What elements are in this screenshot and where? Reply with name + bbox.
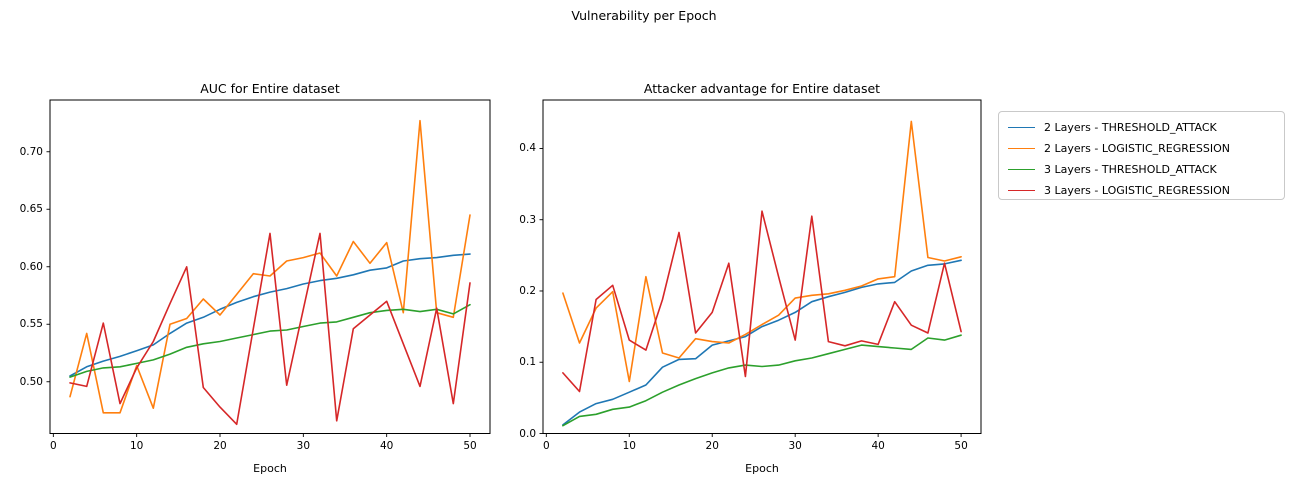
right-line-2-layers-threshold-attack <box>562 259 962 426</box>
right-x-tick-label: 0 <box>542 440 550 452</box>
left-y-tick-label: 0.50 <box>19 375 43 388</box>
left-y-tick-label: 0.65 <box>19 203 43 216</box>
left-line-3-layers-logistic-regression <box>69 232 471 426</box>
left-x-tick-label: 30 <box>296 440 311 452</box>
figure-suptitle: Vulnerability per Epoch <box>571 8 717 23</box>
left-y-tick-label: 0.60 <box>19 260 43 273</box>
right-y-tick-label: 0.3 <box>519 213 536 226</box>
right-x-tick-label: 10 <box>622 440 636 452</box>
right-y-tick-label: 0.0 <box>519 427 536 440</box>
left-x-tick-label: 0 <box>49 440 57 452</box>
left-x-tick-label: 40 <box>379 440 394 452</box>
legend-line-sample <box>1008 189 1035 192</box>
right-x-tick-label: 30 <box>788 440 802 452</box>
left-y-tick-label: 0.55 <box>19 318 43 331</box>
right-chart-xlabel: Epoch <box>745 462 779 475</box>
legend-line-sample <box>1008 126 1035 129</box>
right-line-3-layers-threshold-attack <box>562 334 962 427</box>
right-y-tick-label: 0.1 <box>519 356 536 369</box>
legend-entry: 2 Layers - LOGISTIC_REGRESSION <box>1008 138 1276 159</box>
left-chart-xlabel: Epoch <box>253 462 287 475</box>
legend-entry-label: 2 Layers - THRESHOLD_ATTACK <box>1044 121 1217 134</box>
right-x-tick-label: 50 <box>954 440 968 452</box>
right-x-tick-label: 40 <box>871 440 885 452</box>
right-y-tick-label: 0.4 <box>519 142 536 155</box>
legend-entry-label: 2 Layers - LOGISTIC_REGRESSION <box>1044 142 1230 155</box>
legend-entry: 2 Layers - THRESHOLD_ATTACK <box>1008 117 1276 138</box>
left-x-tick-label: 20 <box>213 440 227 452</box>
legend-box: 2 Layers - THRESHOLD_ATTACK 2 Layers - LO… <box>998 111 1285 200</box>
left-y-tick-label: 0.70 <box>19 145 43 158</box>
right-chart-title: Attacker advantage for Entire dataset <box>643 81 881 96</box>
left-chart-title: AUC for Entire dataset <box>200 81 340 96</box>
legend-line-sample <box>1008 147 1035 150</box>
right-y-tick-label: 0.2 <box>519 284 536 297</box>
legend-entry-label: 3 Layers - THRESHOLD_ATTACK <box>1044 163 1217 176</box>
right-axes-box <box>542 99 982 434</box>
left-x-tick-label: 10 <box>129 440 144 452</box>
left-line-3-layers-threshold-attack <box>69 303 471 378</box>
left-line-2-layers-logistic-regression <box>69 119 471 414</box>
right-x-tick-label: 20 <box>705 440 719 452</box>
left-line-2-layers-threshold-attack <box>69 253 471 377</box>
legend-entry: 3 Layers - THRESHOLD_ATTACK <box>1008 159 1276 180</box>
legend-entry: 3 Layers - LOGISTIC_REGRESSION <box>1008 180 1276 201</box>
right-line-3-layers-logistic-regression <box>562 210 962 393</box>
legend-entry-label: 3 Layers - LOGISTIC_REGRESSION <box>1044 184 1230 197</box>
legend-line-sample <box>1008 168 1035 171</box>
right-line-2-layers-logistic-regression <box>562 120 962 383</box>
left-x-tick-label: 50 <box>463 440 477 452</box>
